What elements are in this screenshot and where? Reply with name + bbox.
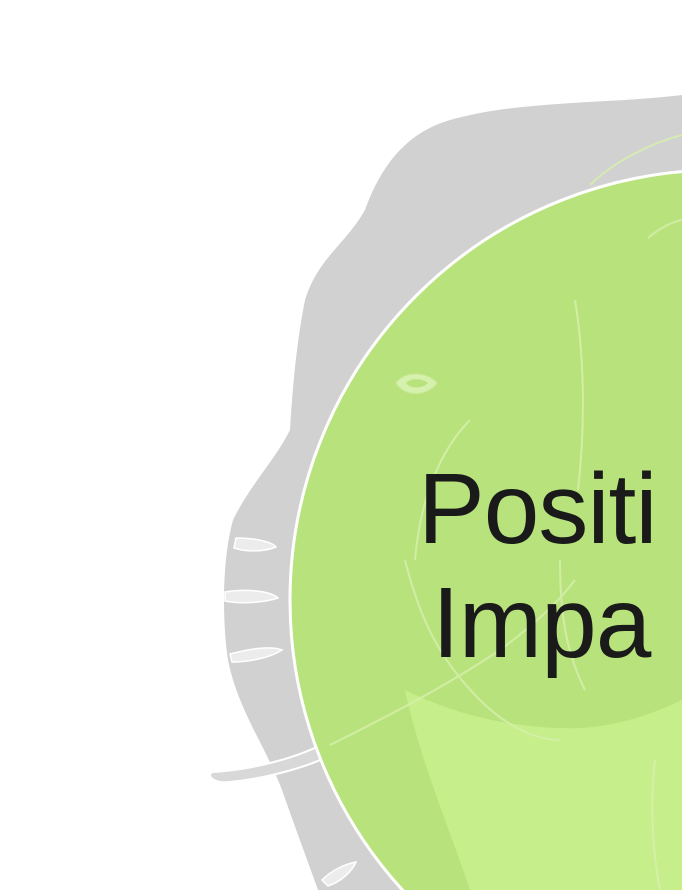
brow-line [647, 219, 682, 239]
green-circle [288, 170, 682, 890]
trunk-highlight [405, 690, 682, 890]
trunk-line-left [404, 559, 561, 741]
ear-ridge-3 [229, 647, 284, 663]
headline-line-2: Impa [432, 567, 651, 679]
forehead-line [589, 134, 682, 186]
ear-ridges [224, 537, 284, 663]
trunk-tip [320, 861, 358, 887]
elephant-eye-pupil [406, 379, 428, 388]
headline-line-1: Positi [418, 453, 658, 565]
cheek-line [574, 299, 584, 491]
trunk-line-right [559, 559, 586, 691]
ear-line [414, 419, 471, 561]
elephant-line-art [329, 134, 682, 890]
lower-line [651, 759, 661, 890]
ear-ridge-1 [233, 537, 278, 552]
elephant-tusk [209, 738, 338, 784]
headline: Positi Impa [418, 452, 658, 680]
ear-ridge-2 [224, 589, 280, 604]
jaw-line [329, 579, 576, 746]
